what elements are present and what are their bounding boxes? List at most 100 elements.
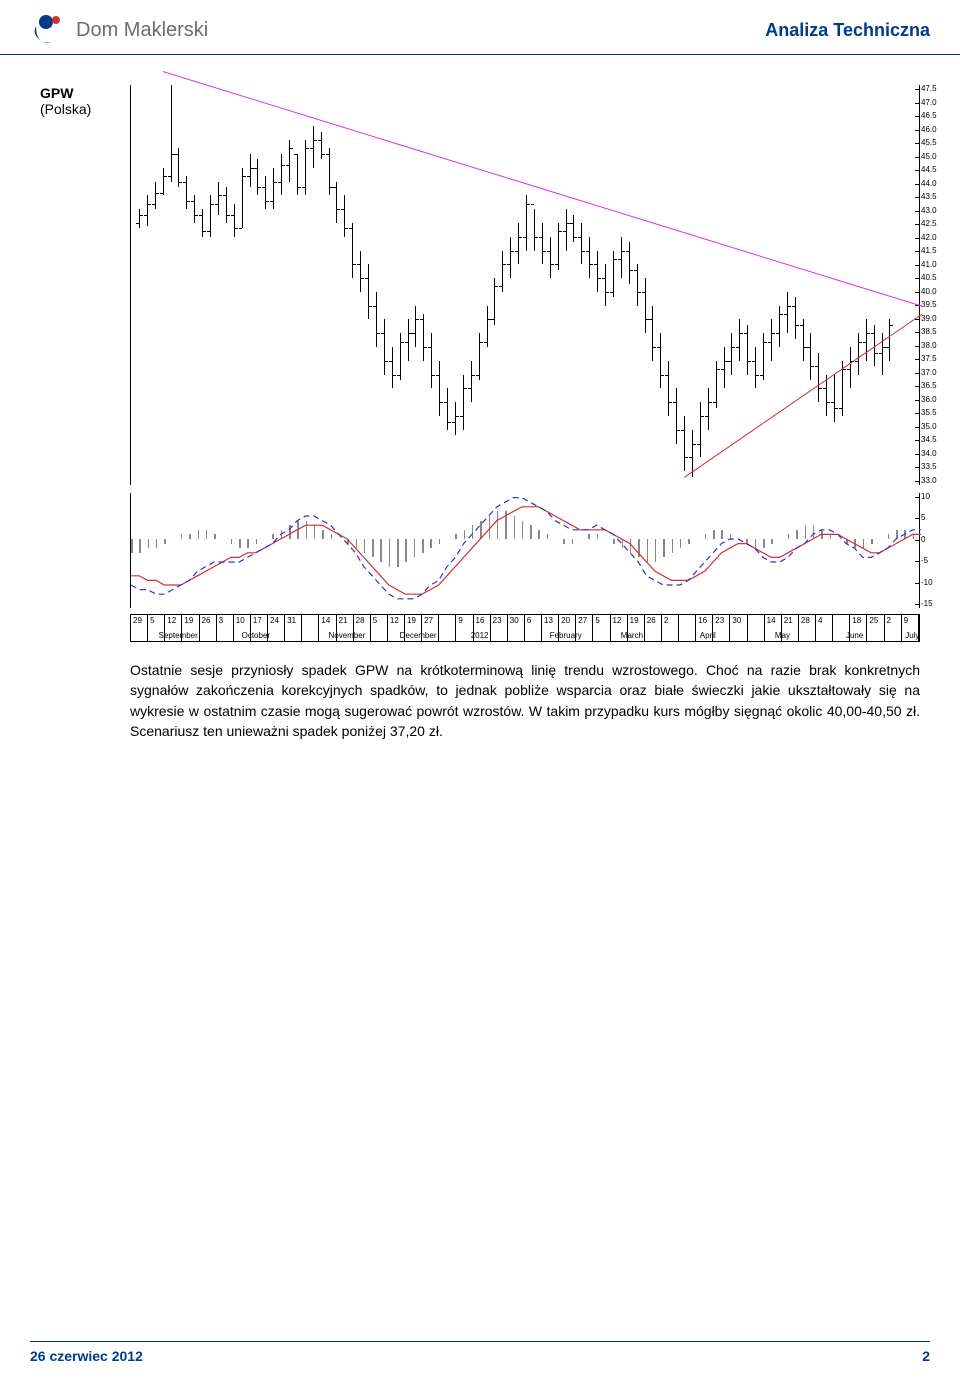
ytick-label: 34.5 — [921, 436, 949, 444]
ytick-label: 44.0 — [921, 180, 949, 188]
ohlc-bar — [566, 209, 567, 250]
date-xaxis: 2951219263101724311421285121927916233061… — [130, 614, 920, 642]
page-footer: 26 czerwiec 2012 2 — [30, 1341, 930, 1364]
ohlc-bar — [858, 333, 859, 374]
ohlc-close-tick — [638, 292, 641, 293]
ohlc-bar — [289, 140, 290, 181]
ohlc-close-tick — [456, 416, 459, 417]
ytick-label: 47.0 — [921, 99, 949, 107]
ohlc-close-tick — [796, 325, 799, 326]
macd-line — [131, 498, 921, 599]
ohlc-close-tick — [148, 204, 151, 205]
ohlc-open-tick — [721, 369, 724, 370]
ohlc-bar — [415, 306, 416, 347]
ohlc-open-tick — [886, 347, 889, 348]
ytick-label: 35.5 — [921, 409, 949, 417]
ohlc-close-tick — [804, 347, 807, 348]
ohlc-close-tick — [251, 168, 254, 169]
ohlc-open-tick — [507, 264, 510, 265]
ticker-country: (Polska) — [40, 101, 91, 117]
ohlc-close-tick — [630, 270, 633, 271]
ohlc-bar — [155, 182, 156, 210]
ohlc-bar — [408, 319, 409, 360]
ohlc-bar — [218, 182, 219, 215]
ohlc-bar — [708, 388, 709, 429]
ohlc-bar — [257, 159, 258, 195]
ohlc-close-tick — [843, 369, 846, 370]
xaxis-month-label: May — [775, 631, 790, 640]
ytick-label: 39.0 — [921, 315, 949, 323]
ohlc-close-tick — [693, 444, 696, 445]
ytick-label: 41.5 — [921, 247, 949, 255]
pko-logo-icon — [30, 12, 66, 48]
ohlc-bar — [392, 347, 393, 388]
ohlc-open-tick — [468, 388, 471, 389]
ohlc-close-tick — [480, 342, 483, 343]
ohlc-close-tick — [243, 176, 246, 177]
ohlc-open-tick — [586, 251, 589, 252]
ohlc-open-tick — [160, 193, 163, 194]
ohlc-bar — [645, 278, 646, 333]
xaxis-month-label: 2012 — [471, 631, 489, 640]
ohlc-bar — [360, 251, 361, 292]
ytick-label: 44.5 — [921, 166, 949, 174]
ohlc-close-tick — [835, 408, 838, 409]
ohlc-open-tick — [270, 201, 273, 202]
ohlc-open-tick — [460, 416, 463, 417]
ohlc-close-tick — [867, 333, 870, 334]
ohlc-close-tick — [519, 237, 522, 238]
brand-text: Dom Maklerski — [76, 19, 208, 42]
ohlc-bar — [589, 237, 590, 278]
ohlc-close-tick — [811, 366, 814, 367]
ohlc-close-tick — [511, 251, 514, 252]
ytick-label: -5 — [921, 557, 949, 565]
ohlc-bar — [779, 306, 780, 347]
ohlc-open-tick — [428, 347, 431, 348]
ohlc-bar — [534, 209, 535, 250]
ytick-label: 39.5 — [921, 301, 949, 309]
ohlc-bar — [510, 237, 511, 278]
ohlc-close-tick — [535, 237, 538, 238]
ohlc-open-tick — [310, 148, 313, 149]
ohlc-close-tick — [322, 154, 325, 155]
ohlc-open-tick — [555, 264, 558, 265]
ohlc-bar — [487, 306, 488, 347]
xaxis-month-label: June — [846, 631, 863, 640]
ohlc-bar — [194, 195, 195, 223]
page-header: Dom Maklerski Analiza Techniczna — [0, 0, 960, 55]
ohlc-bar — [376, 292, 377, 347]
ohlc-bar — [447, 388, 448, 429]
xaxis-day-cell: 4 — [816, 615, 833, 641]
ohlc-bar — [265, 176, 266, 209]
xaxis-month-label: November — [329, 631, 366, 640]
ohlc-bar — [700, 402, 701, 457]
xaxis-day-cell: 30 — [730, 615, 747, 641]
ytick-label: 35.0 — [921, 423, 949, 431]
ohlc-close-tick — [709, 402, 712, 403]
ohlc-close-tick — [345, 228, 348, 229]
xaxis-day-cell: 25 — [867, 615, 884, 641]
ohlc-bar — [502, 251, 503, 292]
ohlc-open-tick — [333, 187, 336, 188]
ohlc-bar — [210, 195, 211, 236]
ytick-label: 41.0 — [921, 261, 949, 269]
ohlc-close-tick — [890, 325, 893, 326]
ticker-label: GPW (Polska) — [40, 85, 91, 117]
ohlc-bar — [313, 126, 314, 167]
ytick-label: 42.0 — [921, 234, 949, 242]
chart-area: 47.547.046.546.045.545.044.544.043.543.0… — [130, 85, 920, 642]
ohlc-bar — [518, 223, 519, 264]
ytick-label: 33.5 — [921, 463, 949, 471]
ohlc-close-tick — [764, 342, 767, 343]
ohlc-bar — [336, 182, 337, 223]
ohlc-close-tick — [195, 215, 198, 216]
ohlc-open-tick — [760, 375, 763, 376]
ohlc-open-tick — [515, 251, 518, 252]
ohlc-open-tick — [326, 154, 329, 155]
logo-area: Dom Maklerski — [30, 12, 208, 48]
ohlc-bar — [731, 333, 732, 374]
ohlc-open-tick — [436, 375, 439, 376]
ohlc-open-tick — [705, 416, 708, 417]
ohlc-close-tick — [172, 154, 175, 155]
ohlc-bar — [368, 264, 369, 319]
